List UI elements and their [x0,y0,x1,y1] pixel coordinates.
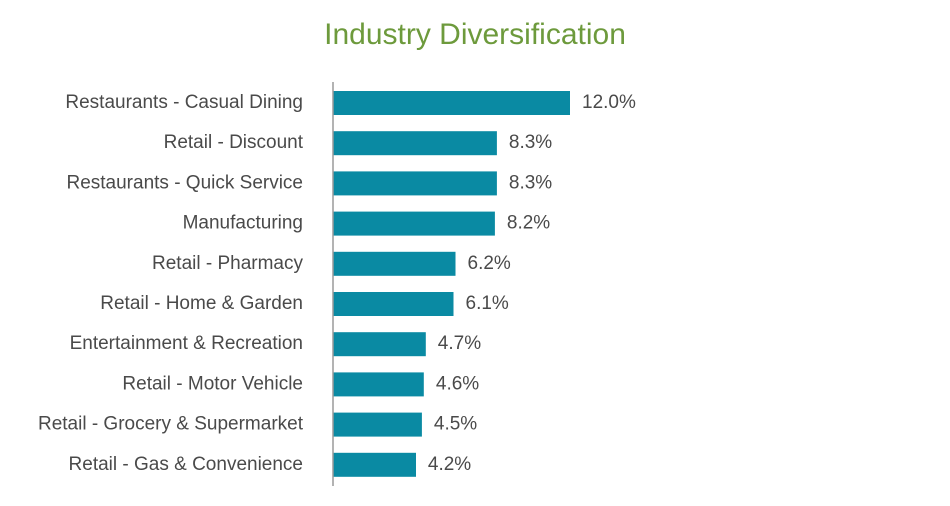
category-label-6: Entertainment & Recreation [70,333,303,354]
category-label-7: Retail - Motor Vehicle [122,373,303,394]
category-label-8: Retail - Grocery & Supermarket [38,414,304,435]
category-label-3: Manufacturing [183,213,303,234]
value-label-6: 4.7% [438,333,481,354]
bar-3 [333,211,495,236]
value-label-9: 4.2% [428,454,471,475]
bars-layer: Restaurants - Casual Dining 12.0% Retail -… [38,91,636,477]
bar-6 [333,332,426,357]
value-label-3: 8.2% [507,213,550,234]
value-label-4: 6.2% [468,253,511,274]
bar-0 [333,91,570,115]
bar-9 [333,452,416,477]
bar-8 [333,412,422,437]
chart-title: Industry Diversification [324,18,626,51]
bar-2 [333,171,497,196]
value-label-1: 8.3% [509,132,552,153]
value-label-8: 4.5% [434,414,477,435]
bar-1 [333,131,497,156]
value-label-0: 12.0% [582,92,636,113]
value-label-5: 6.1% [466,293,509,314]
category-label-0: Restaurants - Casual Dining [65,92,303,113]
category-label-5: Retail - Home & Garden [100,293,303,314]
category-label-1: Retail - Discount [164,132,304,153]
bar-7 [333,372,424,397]
category-label-2: Restaurants - Quick Service [66,172,303,193]
bar-4 [333,251,456,276]
value-label-2: 8.3% [509,172,552,193]
category-label-9: Retail - Gas & Convenience [69,454,303,475]
bar-5 [333,292,454,316]
value-label-7: 4.6% [436,373,479,394]
category-label-4: Retail - Pharmacy [152,253,303,274]
